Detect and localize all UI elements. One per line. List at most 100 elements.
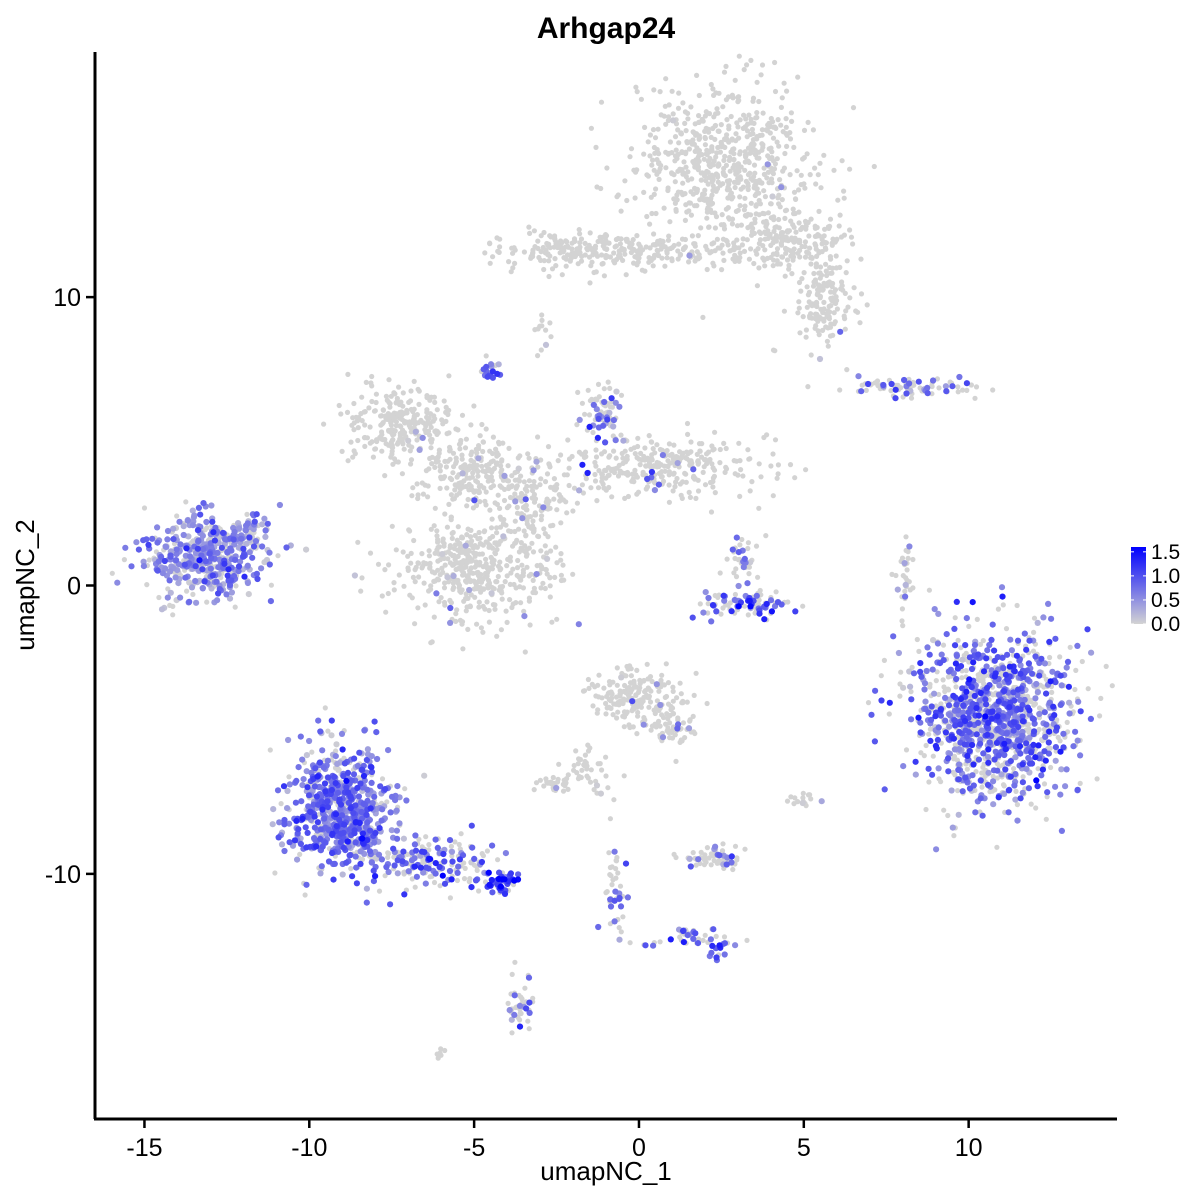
cell-point bbox=[815, 318, 821, 324]
cell-point bbox=[710, 183, 716, 189]
cell-point bbox=[595, 682, 601, 688]
cell-point bbox=[903, 575, 909, 581]
cell-point bbox=[294, 856, 301, 863]
cell-point bbox=[805, 119, 811, 125]
cell-point bbox=[655, 126, 661, 132]
cell-point bbox=[531, 479, 537, 485]
cell-point bbox=[599, 252, 605, 258]
cell-point bbox=[410, 485, 416, 491]
cell-point bbox=[514, 565, 521, 571]
cell-point bbox=[667, 712, 673, 719]
cell-point bbox=[613, 875, 619, 881]
cell-point bbox=[808, 261, 814, 267]
cell-point bbox=[351, 572, 358, 579]
cell-point bbox=[398, 424, 404, 430]
cell-point bbox=[739, 536, 745, 543]
cell-point bbox=[476, 604, 482, 610]
cell-point bbox=[738, 164, 744, 170]
cell-point bbox=[515, 465, 522, 472]
cell-point bbox=[309, 749, 315, 755]
cell-point bbox=[501, 472, 508, 479]
cell-point bbox=[903, 534, 909, 540]
cell-point bbox=[613, 236, 620, 243]
cell-point bbox=[597, 234, 603, 240]
cell-point bbox=[973, 384, 980, 390]
cell-point bbox=[576, 416, 583, 423]
cell-point bbox=[317, 870, 324, 877]
cell-point bbox=[541, 266, 547, 273]
cell-point bbox=[916, 648, 922, 655]
cell-point bbox=[511, 245, 517, 251]
cell-point bbox=[1036, 726, 1042, 733]
cell-point bbox=[762, 194, 769, 200]
cell-point bbox=[847, 166, 853, 172]
cell-point bbox=[394, 441, 401, 447]
cell-point bbox=[442, 1047, 448, 1054]
cell-point bbox=[463, 578, 469, 584]
cell-point bbox=[712, 210, 718, 216]
cell-point bbox=[791, 144, 797, 150]
cell-point bbox=[550, 774, 556, 781]
cell-point bbox=[822, 245, 829, 251]
cell-point bbox=[738, 222, 745, 228]
cell-point bbox=[531, 526, 537, 532]
cell-point bbox=[747, 488, 753, 494]
cell-point bbox=[548, 523, 554, 529]
cell-point bbox=[477, 540, 483, 547]
cell-point bbox=[764, 432, 770, 438]
cell-point bbox=[677, 680, 683, 686]
cell-point bbox=[629, 471, 635, 477]
cell-point bbox=[545, 444, 552, 450]
cell-point bbox=[184, 588, 190, 594]
cell-point bbox=[593, 454, 600, 460]
cell-point bbox=[886, 711, 892, 717]
cell-point bbox=[526, 573, 532, 579]
cell-point bbox=[508, 269, 514, 275]
cell-point bbox=[422, 880, 429, 887]
cell-point bbox=[747, 170, 753, 176]
cell-point bbox=[468, 422, 474, 428]
cell-point bbox=[681, 170, 687, 176]
cell-point bbox=[476, 599, 482, 605]
cell-point bbox=[803, 327, 810, 333]
cell-point bbox=[631, 479, 637, 485]
cell-point bbox=[576, 774, 582, 780]
cell-point bbox=[426, 548, 432, 554]
cell-point bbox=[813, 323, 819, 329]
cell-point bbox=[463, 564, 469, 570]
cell-point bbox=[303, 752, 310, 759]
cell-point bbox=[715, 163, 721, 169]
cell-point bbox=[514, 504, 520, 510]
cell-point bbox=[494, 525, 500, 531]
cell-point bbox=[720, 841, 726, 847]
cell-point bbox=[771, 228, 777, 234]
cell-point bbox=[712, 123, 718, 129]
cell-point bbox=[603, 711, 609, 717]
cell-point bbox=[657, 701, 664, 709]
cell-point bbox=[687, 200, 694, 206]
cell-point bbox=[650, 127, 657, 133]
cell-point bbox=[465, 626, 471, 633]
cell-point bbox=[615, 709, 621, 715]
cell-point bbox=[655, 461, 661, 467]
cell-point bbox=[823, 268, 829, 274]
cell-point bbox=[431, 523, 437, 529]
cell-point bbox=[441, 599, 448, 606]
cell-point bbox=[140, 563, 147, 570]
cell-point bbox=[715, 174, 721, 180]
cell-point bbox=[677, 481, 684, 487]
cell-point bbox=[618, 929, 624, 935]
cell-point bbox=[411, 406, 417, 412]
cell-point bbox=[551, 476, 558, 482]
cell-point bbox=[769, 193, 776, 200]
cell-point bbox=[457, 617, 463, 624]
cell-point bbox=[804, 284, 810, 290]
cell-point bbox=[506, 259, 512, 265]
cell-point bbox=[593, 447, 599, 453]
cell-point bbox=[611, 250, 617, 256]
cell-point bbox=[408, 388, 414, 394]
cell-point bbox=[601, 386, 607, 392]
cell-point bbox=[585, 775, 591, 781]
cell-point bbox=[421, 772, 428, 779]
cell-point bbox=[588, 767, 594, 773]
